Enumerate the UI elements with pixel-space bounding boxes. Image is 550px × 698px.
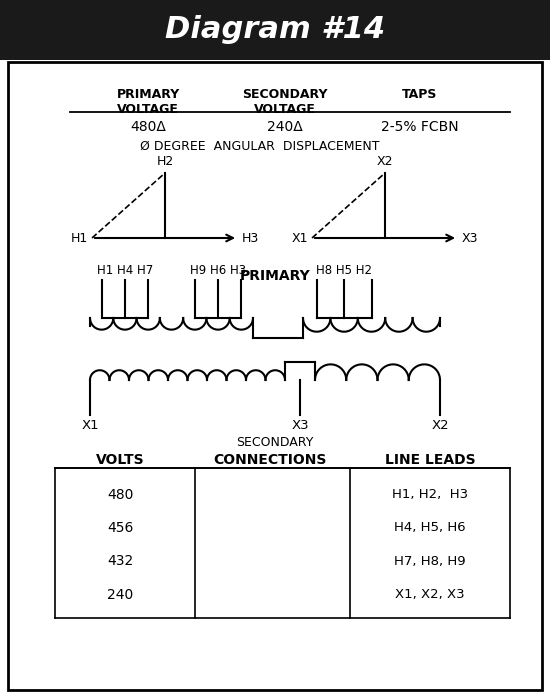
Text: X3: X3 [462,232,478,244]
Text: X2: X2 [431,419,449,432]
Text: 456: 456 [107,521,133,535]
Bar [8,62,542,690]
Text: H1 H4 H7: H1 H4 H7 [97,264,153,277]
Text: 2-5% FCBN: 2-5% FCBN [381,120,459,134]
Text: 480Δ: 480Δ [130,120,166,134]
Text: TAPS: TAPS [402,88,438,101]
Text: 432: 432 [107,554,133,568]
Text: LINE LEADS: LINE LEADS [384,453,475,467]
Text: X2: X2 [377,155,393,168]
Text: SECONDARY: SECONDARY [236,436,314,449]
Text: PRIMARY
VOLTAGE: PRIMARY VOLTAGE [117,88,180,116]
Text: Ø DEGREE  ANGULAR  DISPLACEMENT: Ø DEGREE ANGULAR DISPLACEMENT [140,140,380,153]
Text: H9 H6 H3: H9 H6 H3 [190,264,246,277]
Text: X1: X1 [292,232,308,244]
Text: H3: H3 [242,232,259,244]
Text: Diagram #14: Diagram #14 [165,15,385,45]
Text: 240: 240 [107,588,133,602]
Text: SECONDARY
VOLTAGE: SECONDARY VOLTAGE [242,88,328,116]
Text: 240Δ: 240Δ [267,120,303,134]
Text: VOLTS: VOLTS [96,453,144,467]
Bar [0,0,550,60]
Text: X3: X3 [291,419,309,432]
Text: 480: 480 [107,488,133,502]
Text: H4, H5, H6: H4, H5, H6 [394,521,466,535]
Text: H1: H1 [71,232,88,244]
Text: CONNECTIONS: CONNECTIONS [213,453,327,467]
Text: PRIMARY: PRIMARY [240,269,310,283]
Text: H1, H2,  H3: H1, H2, H3 [392,488,468,501]
Text: X1: X1 [81,419,99,432]
Text: H8 H5 H2: H8 H5 H2 [316,264,372,277]
Text: H2: H2 [156,155,174,168]
Text: H7, H8, H9: H7, H8, H9 [394,555,466,568]
Text: X1, X2, X3: X1, X2, X3 [395,588,465,601]
